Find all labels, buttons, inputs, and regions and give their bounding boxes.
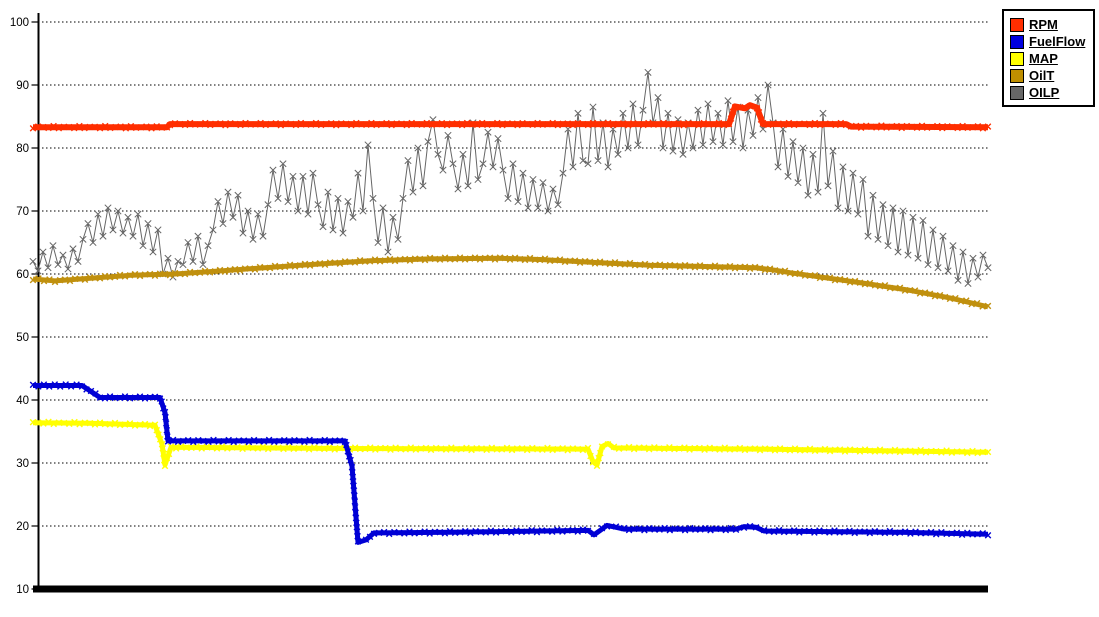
y-axis-label: 80 [16, 143, 29, 155]
legend-swatch-oilt [1010, 68, 1024, 83]
y-axis-label: 90 [16, 80, 29, 92]
y-axis-label: 20 [16, 521, 29, 533]
series-oilp-markers [29, 68, 992, 287]
series-oilt-markers [29, 254, 992, 310]
legend-item-fuelflow: FuelFlow [1010, 33, 1089, 50]
legend-label-oilp[interactable]: OILP [1029, 85, 1060, 100]
y-axis-label: 30 [16, 458, 29, 470]
legend-swatch-rpm [1010, 17, 1024, 32]
legend-swatch-fuelflow [1010, 34, 1024, 49]
legend-item-rpm: RPM [1010, 16, 1089, 33]
legend-label-rpm[interactable]: RPM [1029, 17, 1058, 32]
y-axis-label: 50 [16, 332, 29, 344]
series-fuelflow-line [33, 383, 989, 545]
legend-label-map[interactable]: MAP [1029, 51, 1058, 66]
legend-label-fuelflow[interactable]: FuelFlow [1029, 34, 1086, 49]
series-fuelflow-markers [29, 381, 992, 545]
series-oilp-line [32, 71, 989, 284]
y-axis-label: 70 [16, 206, 29, 218]
legend-swatch-map [1010, 51, 1024, 66]
series-map-markers [29, 418, 992, 470]
legend-item-map: MAP [1010, 50, 1089, 67]
y-axis-label: 40 [16, 395, 29, 407]
legend-swatch-oilp [1010, 85, 1024, 100]
legend-label-oilt[interactable]: OilT [1029, 68, 1055, 83]
y-axis-label: 60 [16, 269, 29, 281]
legend-item-oilp: OILP [1010, 84, 1089, 101]
legend: RPM FuelFlow MAP OilT OILP [1002, 9, 1095, 107]
y-axis-label: 100 [10, 17, 29, 29]
y-axis-label: 10 [16, 584, 29, 596]
series-rpm-markers [29, 102, 992, 132]
legend-item-oilt: OilT [1010, 67, 1089, 84]
